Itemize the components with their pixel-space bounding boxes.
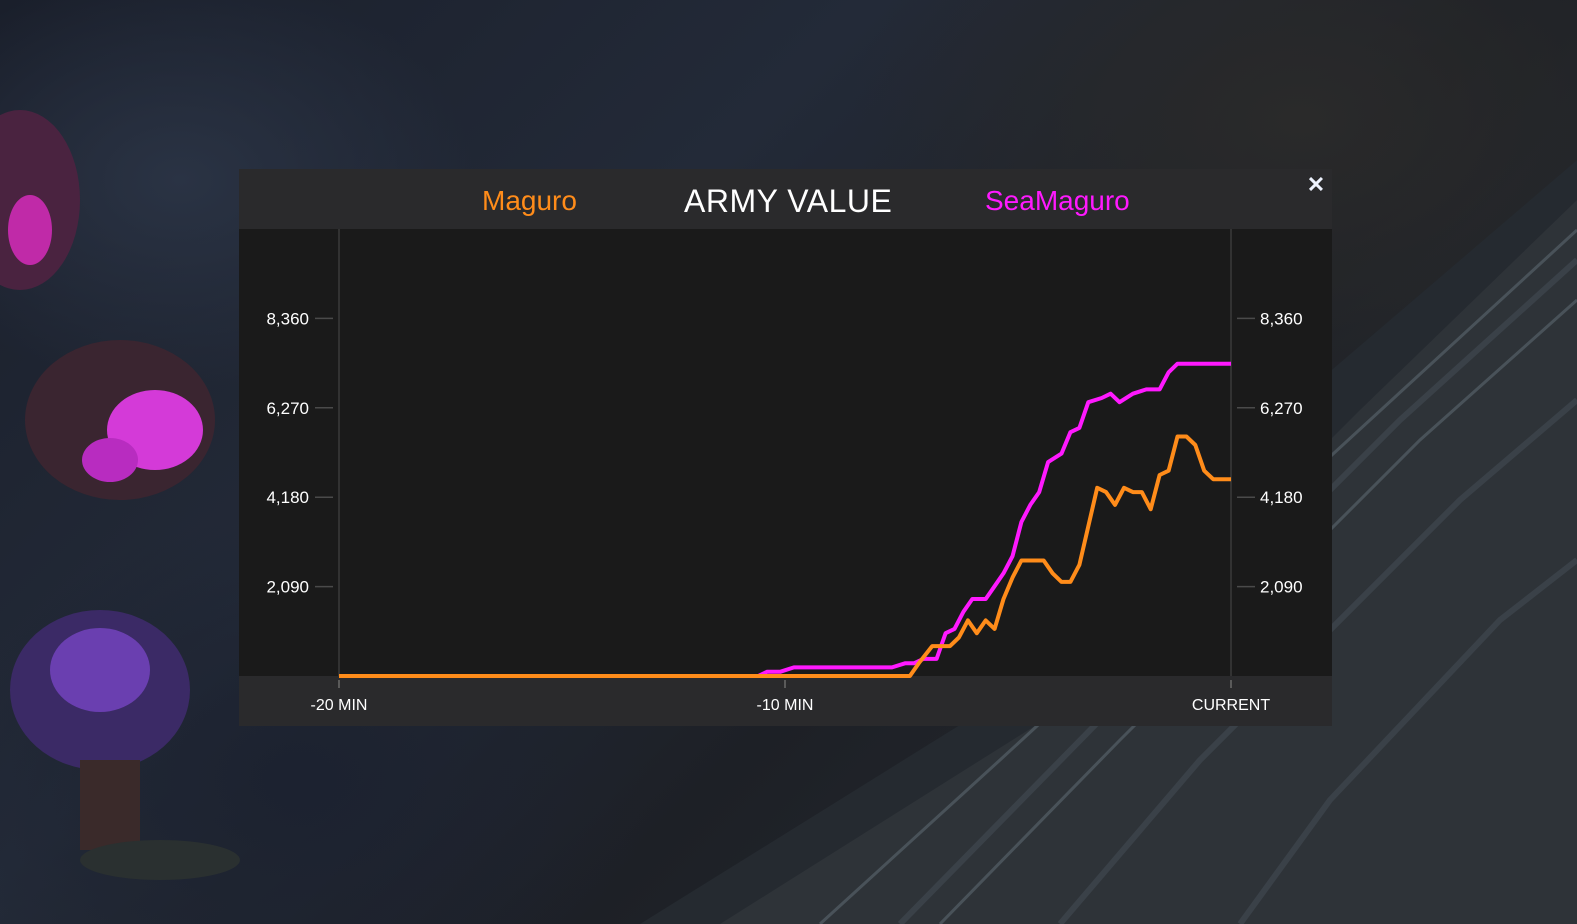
y-tick-label-right: 2,090	[1260, 578, 1303, 597]
series-line-seamaguro	[339, 361, 1231, 678]
y-tick-label-left: 8,360	[266, 309, 309, 328]
zerg-structure-purple	[10, 610, 240, 880]
close-icon[interactable]: ✕	[1306, 172, 1326, 197]
plot-area	[239, 229, 1332, 676]
y-tick-label-right: 8,360	[1260, 309, 1303, 328]
x-tick-label: CURRENT	[1192, 697, 1270, 714]
player-left-name: Maguro	[482, 185, 577, 216]
zerg-structure-top-left	[0, 110, 80, 290]
chart-title: ARMY VALUE	[684, 183, 893, 219]
y-tick-label-left: 4,180	[266, 488, 309, 507]
army-value-chart: 2,090 2,090 4,180 4,180 6,270 6,270 8,360 8,360…	[266, 229, 1303, 714]
x-tick-label: -20 MIN	[311, 697, 368, 714]
y-tick-label-left: 6,270	[266, 399, 309, 418]
panel-header: Maguro ARMY VALUE SeaMaguro ✕	[239, 169, 1332, 229]
player-right-name: SeaMaguro	[985, 185, 1130, 216]
zerg-structure-pink	[25, 340, 215, 500]
y-tick-label-left: 2,090	[266, 578, 309, 597]
series-line-maguro	[339, 434, 1231, 678]
army-value-panel: Maguro ARMY VALUE SeaMaguro ✕ 2,090 2,090…	[239, 169, 1332, 726]
x-tick-label: -10 MIN	[757, 697, 814, 714]
y-tick-label-right: 6,270	[1260, 399, 1303, 418]
y-tick-label-right: 4,180	[1260, 488, 1303, 507]
